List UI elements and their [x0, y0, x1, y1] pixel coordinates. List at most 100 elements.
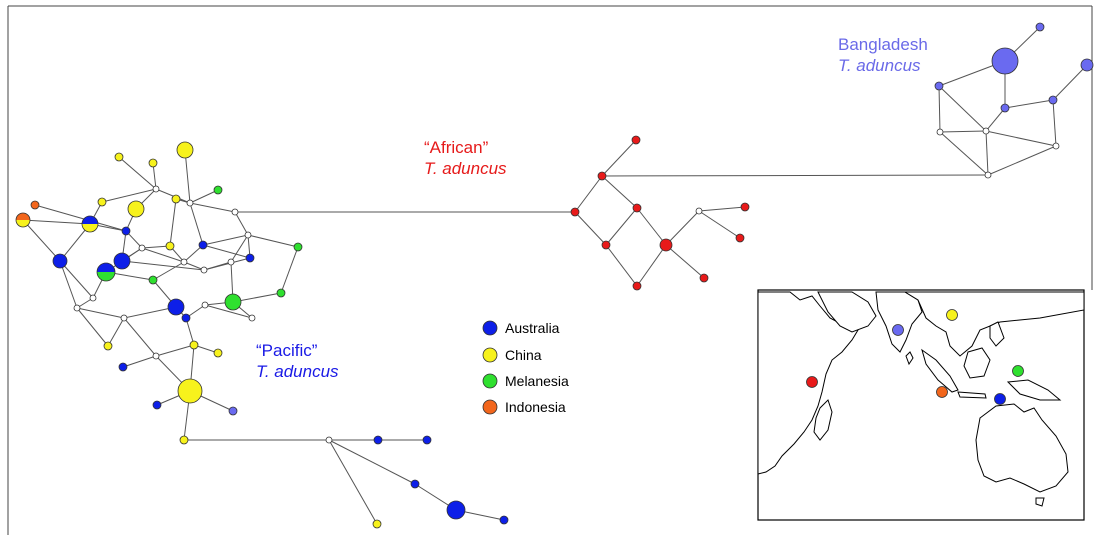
haplotype-node — [103, 341, 113, 351]
network-edge — [101, 188, 157, 203]
network-edges — [22, 26, 1088, 525]
network-edge — [665, 210, 700, 246]
haplotype-node — [632, 203, 642, 213]
madagascar-landmass — [813, 399, 833, 441]
haplotype-node — [15, 212, 31, 228]
network-edge — [939, 131, 989, 176]
haplotype-node — [114, 152, 124, 162]
network-edge — [328, 439, 378, 525]
network-edge — [247, 234, 299, 248]
china-marker — [946, 309, 958, 321]
haplotype-node — [97, 197, 107, 207]
network-edge — [141, 245, 171, 249]
haplotype-node — [52, 253, 68, 269]
median-vector-node — [73, 304, 81, 312]
haplotype-node — [167, 298, 185, 316]
median-vector-node — [200, 266, 208, 274]
median-vector-node — [231, 208, 239, 216]
haplotype-node — [189, 340, 199, 350]
network-edge — [184, 149, 191, 204]
network-edge — [107, 317, 125, 347]
legend-swatch-indonesia — [482, 399, 498, 415]
network-edge — [1004, 99, 1054, 109]
haplotype-node — [699, 273, 709, 283]
sumatra-landmass — [921, 348, 959, 393]
network-edge — [987, 145, 1057, 176]
network-edge — [189, 202, 236, 213]
network-edge — [985, 107, 1006, 132]
haplotype-node — [1000, 103, 1010, 113]
network-edge — [122, 355, 157, 368]
network-edge — [605, 244, 638, 287]
network-edge — [601, 139, 637, 177]
legend-swatch-china — [482, 347, 498, 363]
haplotype-node — [96, 262, 116, 282]
haplotype-node — [148, 275, 158, 285]
network-edge — [939, 130, 987, 133]
haplotype-node-outline — [81, 215, 99, 233]
network-edge — [938, 85, 941, 133]
median-vector-node — [936, 128, 944, 136]
network-edge — [698, 206, 746, 212]
network-edge — [230, 234, 249, 263]
haplotype-node — [422, 435, 432, 445]
africa-marker — [806, 376, 818, 388]
haplotype-node — [179, 435, 189, 445]
haplotype-node — [81, 215, 99, 233]
haplotype-node — [659, 238, 673, 252]
median-vector-node — [186, 199, 194, 207]
network-nodes — [15, 22, 1094, 529]
median-vector-node — [152, 185, 160, 193]
haplotype-node — [373, 435, 383, 445]
african-label: “African” — [424, 138, 489, 157]
network-edge — [185, 317, 195, 346]
network-edge — [189, 189, 219, 204]
network-edge — [204, 304, 253, 319]
haplotype-node — [570, 207, 580, 217]
median-vector-node — [248, 314, 256, 322]
haplotype-node — [245, 253, 255, 263]
haplotype-node — [1080, 58, 1094, 72]
network-edge — [34, 204, 127, 232]
legend-label-australia: Australia — [505, 320, 560, 336]
network-edge — [202, 234, 249, 246]
haplotype-node — [213, 185, 223, 195]
melanesia-marker — [1012, 365, 1024, 377]
median-vector-node — [1052, 142, 1060, 150]
network-edge — [183, 261, 205, 271]
network-edge — [59, 260, 78, 309]
haplotype-node-part — [97, 272, 115, 281]
haplotype-node — [1048, 95, 1058, 105]
network-edge — [636, 207, 667, 246]
network-edge — [1052, 99, 1057, 147]
legend-label-indonesia: Indonesia — [505, 399, 566, 415]
haplotype-node — [499, 515, 509, 525]
network-edge — [574, 175, 603, 213]
haplotype-node — [632, 281, 642, 291]
network-edge — [123, 306, 177, 319]
network-edge — [76, 307, 125, 319]
bangladesh-label-species: T. aduncus — [838, 56, 921, 75]
haplotype-node — [934, 81, 944, 91]
haplotype-node-outline — [15, 212, 31, 228]
network-edge — [574, 211, 607, 246]
network-edge — [698, 210, 741, 239]
arabia-landmass — [817, 291, 877, 333]
haplotype-node — [176, 141, 194, 159]
australia-landmass — [975, 403, 1069, 493]
haplotype-node — [213, 348, 223, 358]
haplotype-node-part — [82, 224, 98, 232]
map-markers — [806, 309, 1024, 405]
haplotype-node — [171, 194, 181, 204]
legend-label-china: China — [505, 347, 542, 363]
network-edge — [22, 219, 91, 225]
inset-map — [757, 289, 1085, 521]
median-vector-node — [227, 258, 235, 266]
haplotype-node — [446, 500, 466, 520]
new-guinea-landmass — [1006, 379, 1062, 401]
haplotype-node — [165, 241, 175, 251]
median-vector-node — [138, 244, 146, 252]
median-vector-node — [120, 314, 128, 322]
network-edge — [665, 244, 705, 279]
network-edge — [985, 130, 1057, 147]
